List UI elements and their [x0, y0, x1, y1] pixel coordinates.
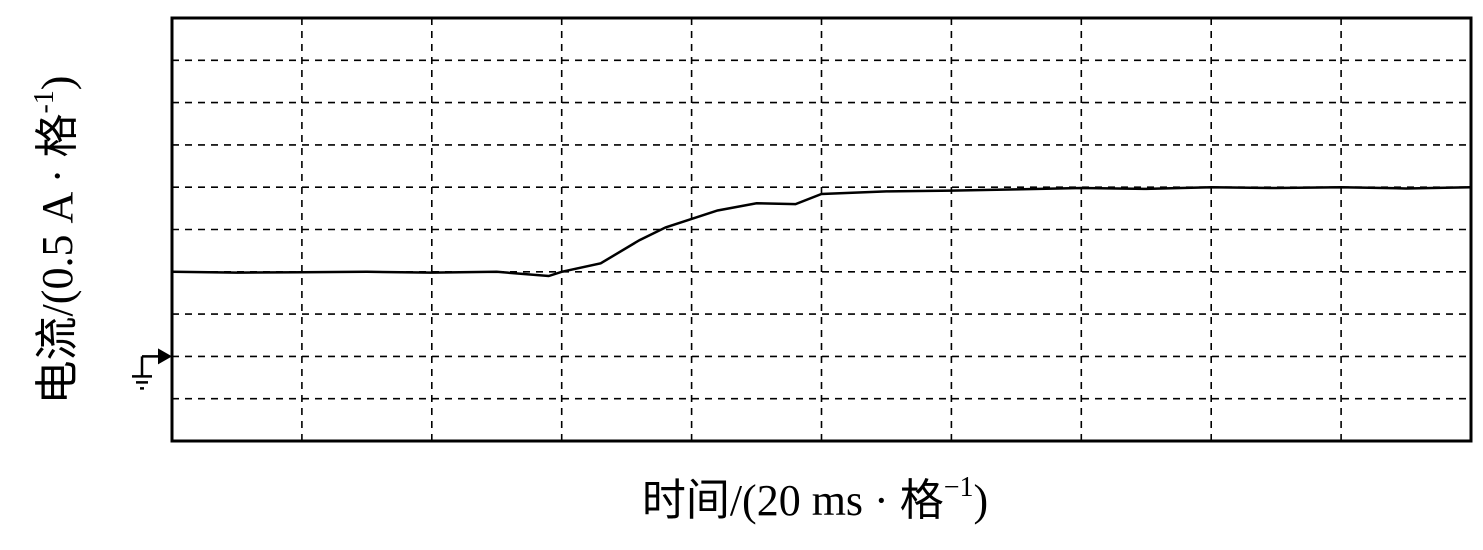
y-label-text: 电流/(0.5 A · 格: [33, 114, 82, 405]
x-axis-label: 时间/(20 ms · 格−1): [642, 472, 988, 525]
x-label-sup: −1: [944, 472, 974, 503]
ground-marker: [132, 355, 164, 390]
y-label-close: ): [33, 76, 82, 91]
y-label-sup: -1: [29, 90, 60, 113]
x-label-close: ): [974, 476, 989, 525]
plot-frame: [170, 16, 1473, 443]
ground-arrow: [158, 348, 172, 365]
y-axis-label: 电流/(0.5 A · 格-1): [29, 76, 82, 405]
x-label-text: 时间/(20 ms · 格: [642, 476, 944, 525]
trace: [171, 185, 1472, 278]
